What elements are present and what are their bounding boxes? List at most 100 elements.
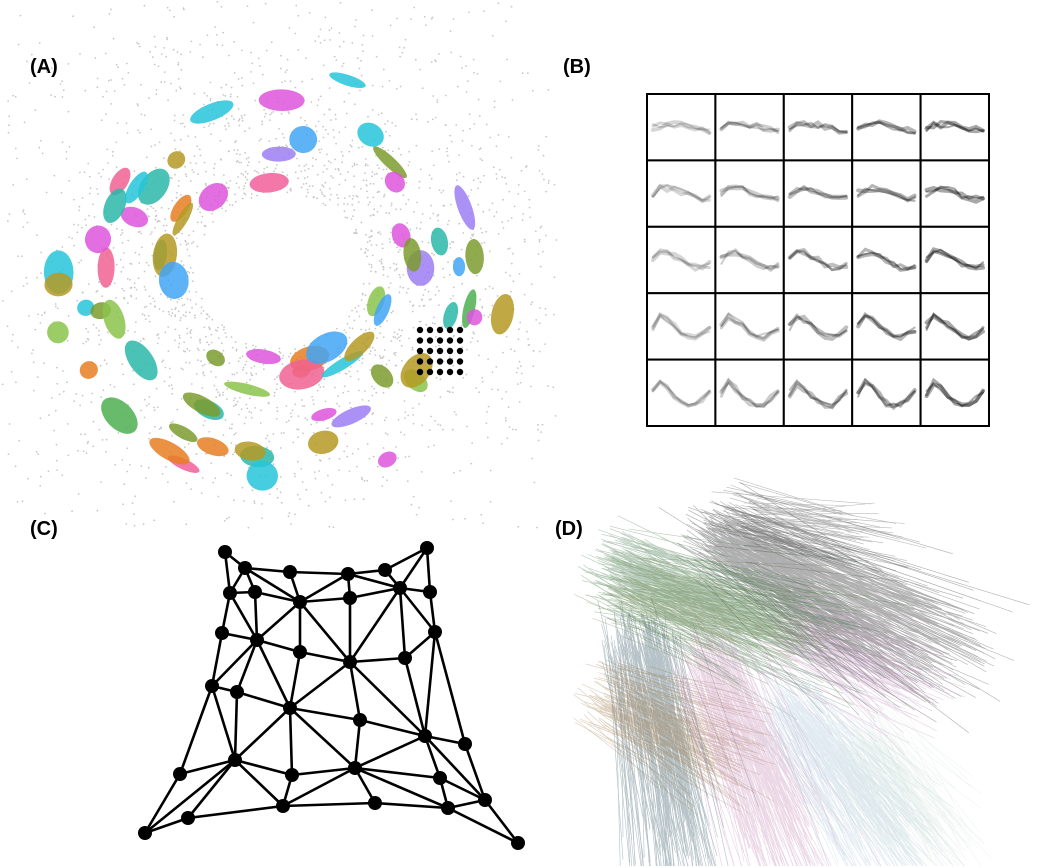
network-edge [255,639,292,709]
network-node [423,585,437,599]
network-edge [282,766,356,808]
trajectory-bundle-panel [560,478,1051,868]
network-edge [374,801,449,810]
network-edge [299,596,351,604]
network-node [173,767,187,781]
sampling-grid [416,326,464,376]
network-node [428,625,442,639]
spectrogram-cell [646,292,717,361]
network-node [248,585,262,599]
spectrogram-cell [646,93,717,162]
trajectory-bundle [658,482,1030,734]
network-node [343,591,357,605]
network-edge [483,799,520,844]
network-edge [253,591,259,641]
spectrogram-cell [919,225,991,295]
network-node [218,545,232,559]
network-edge [211,639,258,687]
network-graph [138,541,525,850]
network-edge [299,650,351,664]
network-edge [398,587,437,633]
spectrogram-cell [646,358,717,428]
network-edge [347,572,401,590]
trajectory-bundle [700,478,927,589]
network-node [441,801,455,815]
spectrogram-cell [782,225,854,295]
network-node [458,737,472,751]
panel-label-d: (D) [555,518,583,540]
network-edge [144,758,236,835]
trajectory-bundles [573,478,1030,867]
network-node [353,713,367,727]
trajectory-bundle [753,581,966,756]
network-edge [288,651,302,709]
spectrogram-cell [646,159,717,228]
network-node [343,655,357,669]
trajectory-bundle [584,542,871,700]
network-node [418,729,432,743]
network-edge [282,801,376,808]
trajectory-bundle [574,515,928,720]
network-node [283,701,297,715]
network-edge [299,572,349,604]
network-edge [178,685,214,775]
spectrogram-cell [782,159,854,228]
panel-label-b: (B) [563,56,591,78]
trajectory-bundle [808,690,993,867]
network-edge [384,546,428,572]
network-edge [187,804,284,820]
network-edge [423,631,437,737]
network-node [230,685,244,699]
network-node [283,565,297,579]
network-node [478,793,492,807]
network-edge [186,759,237,819]
network-edges [143,546,520,845]
spectrogram-cell [851,93,922,162]
network-node [223,586,237,600]
spectrogram-cell [851,225,922,295]
spectrogram-cell [919,93,991,162]
network-edge [234,758,293,777]
network-edge [349,586,401,600]
network-edge [349,656,406,664]
network-node [393,581,407,595]
network-edge [234,759,284,807]
network-node [341,567,355,581]
network-edge [348,587,402,663]
network-edge [349,661,426,737]
spectrogram-cell [714,358,785,428]
spectrogram-cell [714,225,785,295]
network-edge [424,735,486,801]
network-edge [244,566,301,604]
network-edge [289,706,361,722]
network-edge [398,587,407,659]
network-edge [210,685,237,761]
network-node [378,563,392,577]
spectrogram-cell [919,358,991,428]
spectrogram-cell [782,292,854,361]
spectrogram-cell [714,93,785,162]
network-nodes [138,541,525,850]
network-node [433,771,447,785]
network-edge [234,707,291,761]
network-node [285,768,299,782]
network-edge [353,719,362,769]
spectrogram-grid [646,93,991,428]
network-graph-panel [125,535,545,860]
network-node [511,836,525,850]
network-edge [144,816,189,835]
network-edge [433,631,467,745]
network-edge [354,734,426,770]
network-edge [254,590,301,604]
network-edge [289,660,351,710]
network-edge [289,570,349,576]
network-edge [439,776,486,802]
network-edge [210,632,224,687]
network-edge [289,707,356,769]
trajectory-bundle [661,607,882,867]
network-edge [359,718,426,738]
spectrogram-cell [919,292,991,361]
network-node [238,561,252,575]
spectrogram-cell [851,292,922,361]
network-edge [291,766,356,777]
